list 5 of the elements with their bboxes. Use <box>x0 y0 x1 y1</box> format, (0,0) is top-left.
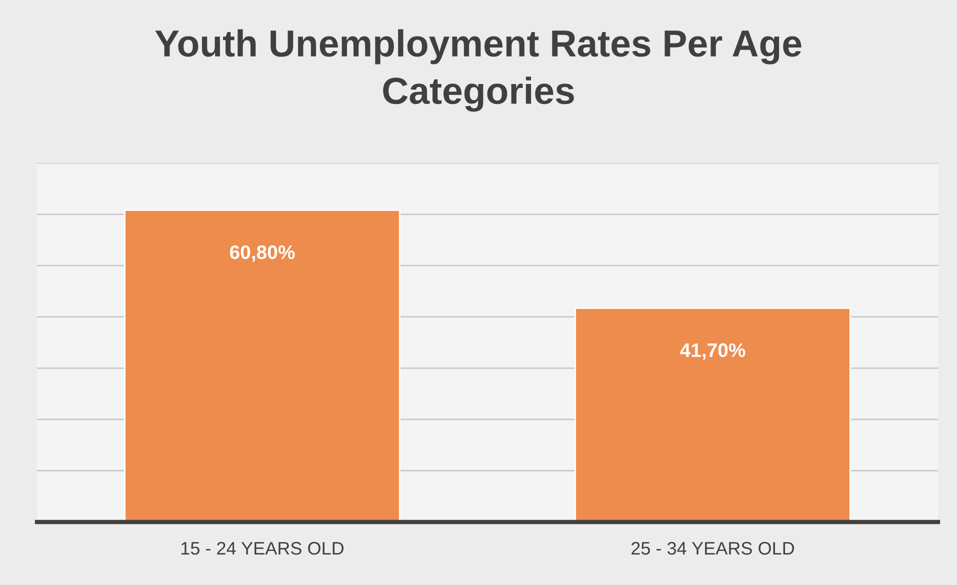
chart-title: Youth Unemployment Rates Per Age Categories <box>155 29 802 112</box>
data-label: 41,70% <box>680 343 746 360</box>
data-label: 60,80% <box>230 245 295 262</box>
x-tick-label: 25 - 34 YEARS OLD <box>632 542 794 555</box>
x-tick-label: 15 - 24 YEARS OLD <box>181 542 344 555</box>
